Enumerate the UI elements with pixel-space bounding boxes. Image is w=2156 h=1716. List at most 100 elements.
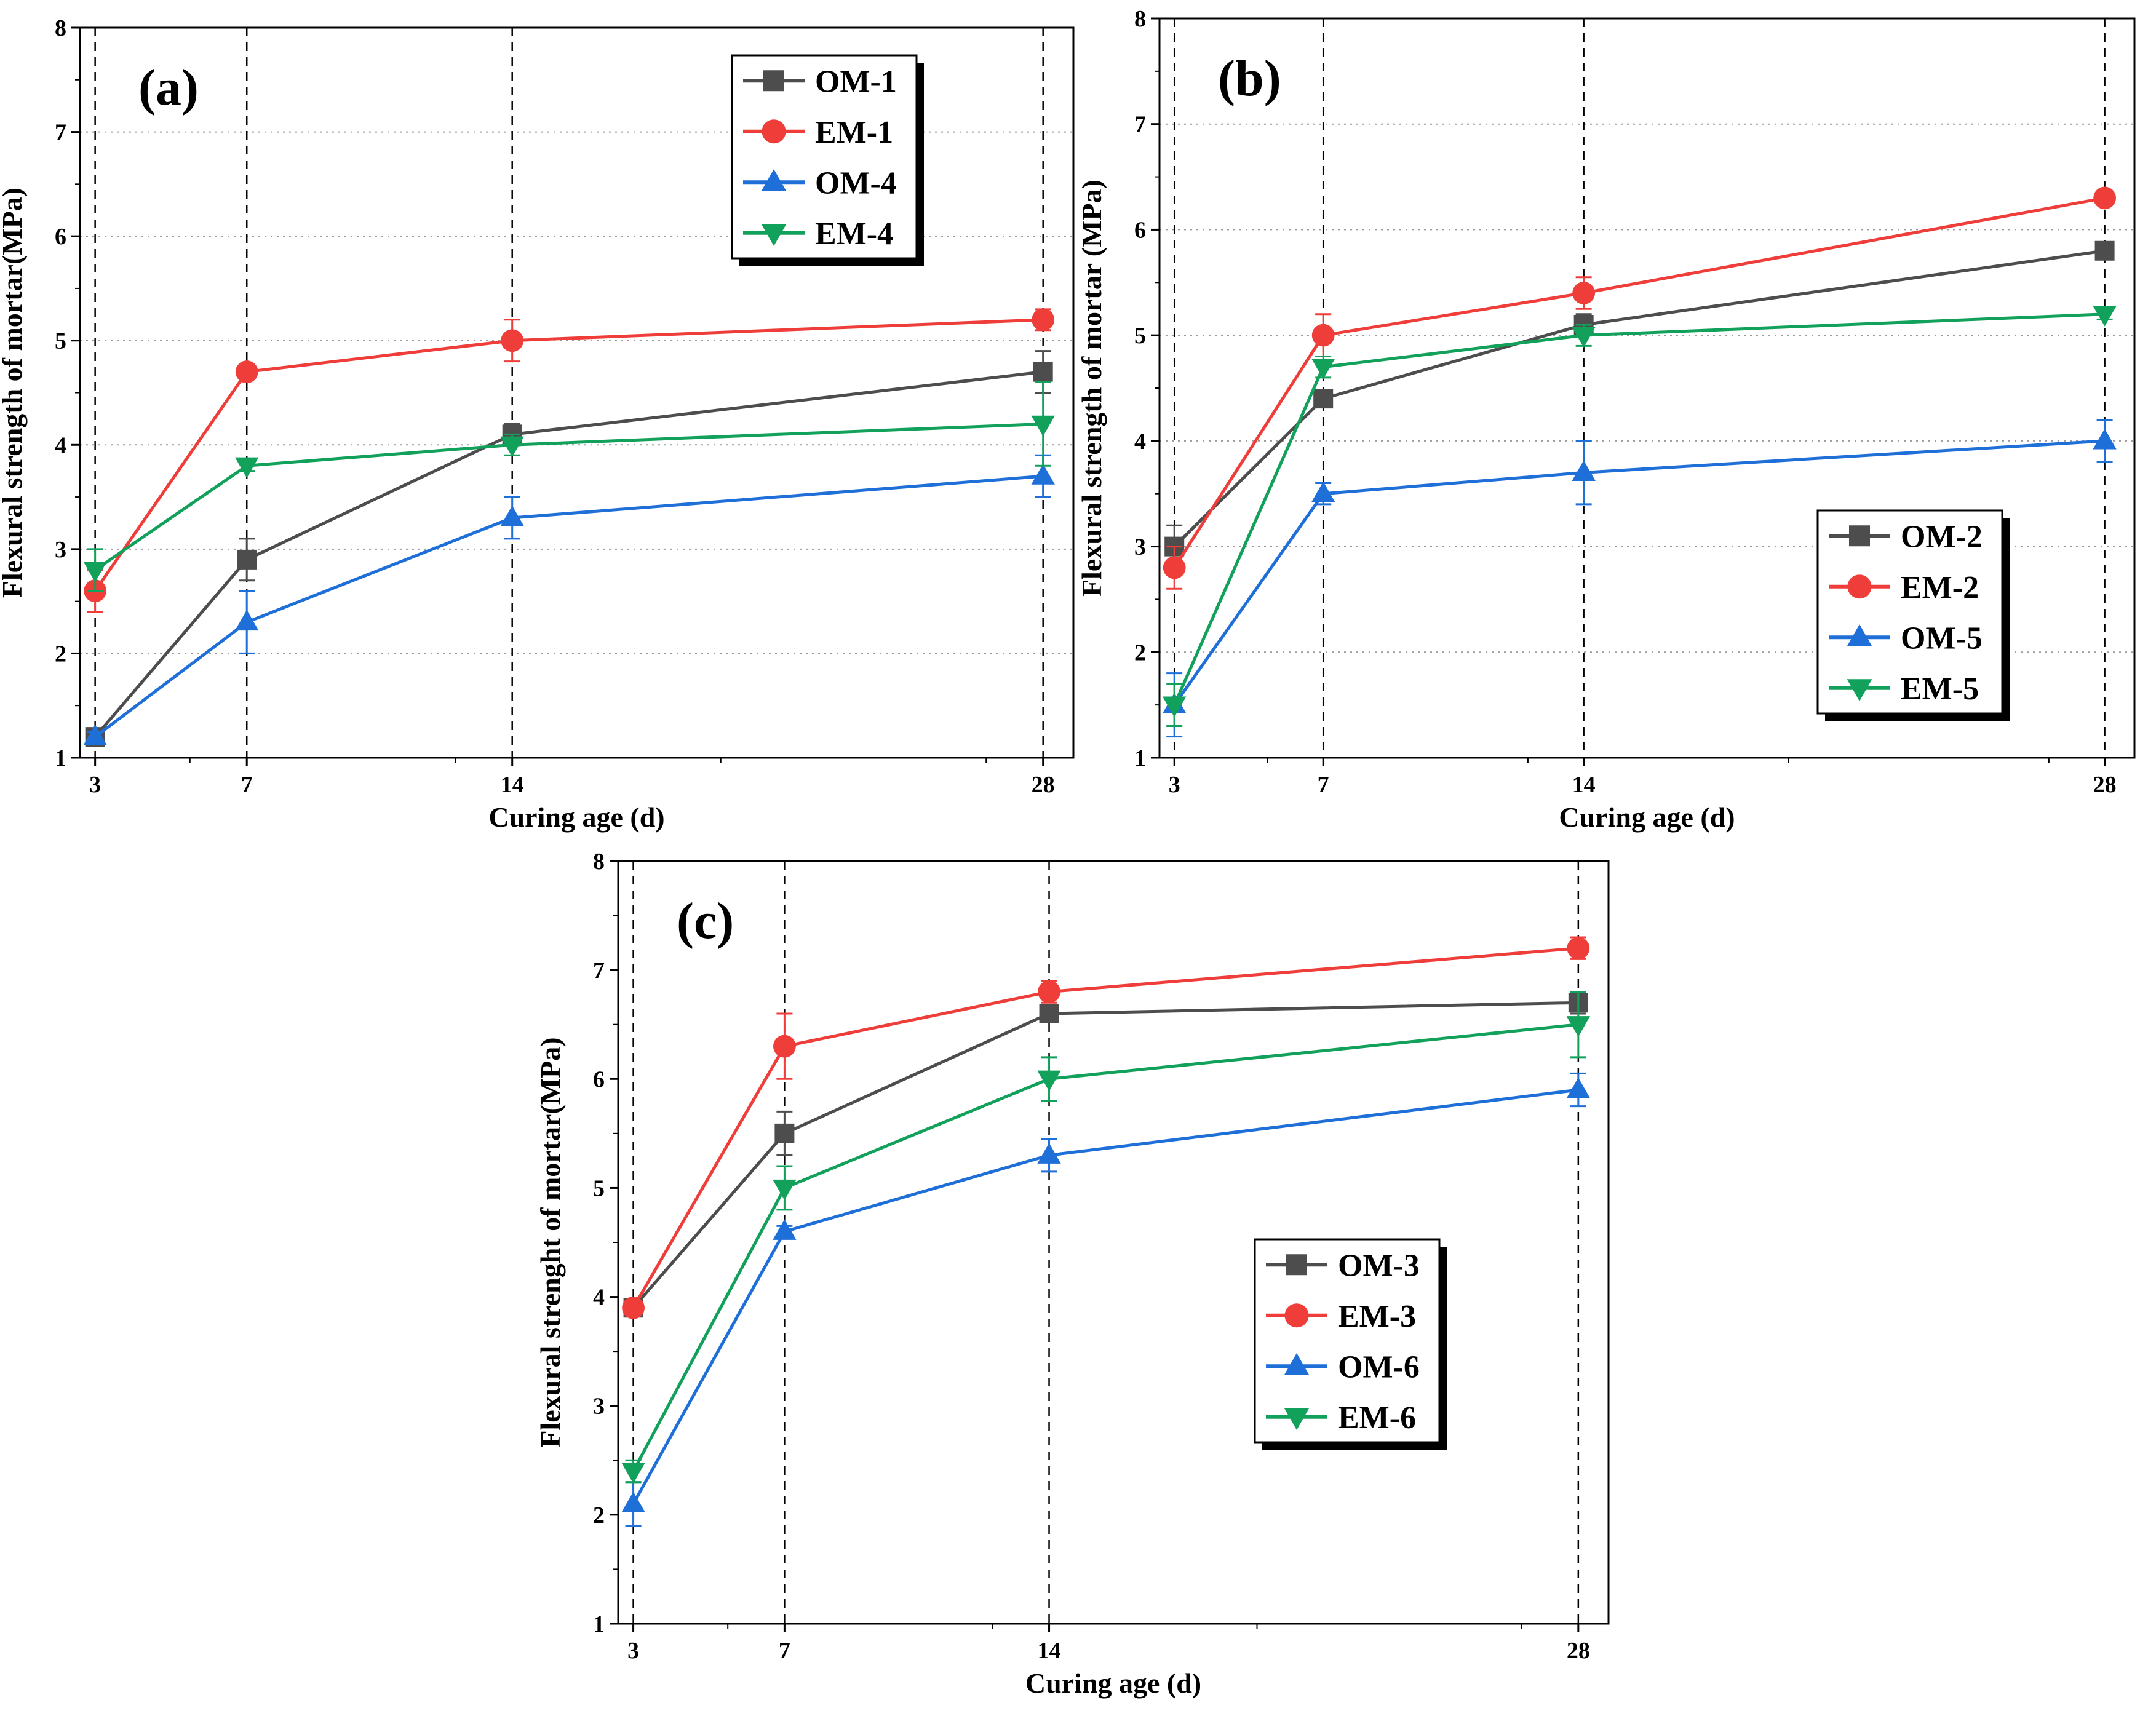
legend-label: EM-2: [1901, 570, 1979, 605]
data-point: [1037, 1070, 1061, 1092]
x-tick-label: 28: [1032, 772, 1055, 798]
data-point: [500, 505, 524, 526]
legend-label: OM-2: [1901, 519, 1983, 554]
y-tick-label: 4: [1134, 429, 1146, 455]
legend-label: EM-6: [1338, 1400, 1416, 1436]
y-tick-label: 3: [1134, 534, 1146, 560]
legend: OM-1 EM-1 OM-4 EM-4: [731, 54, 924, 266]
data-point: [2093, 306, 2117, 327]
x-tick-label: 14: [501, 772, 524, 798]
data-point: [1566, 1016, 1591, 1037]
data-point: [2094, 240, 2115, 261]
x-tick-label: 7: [779, 1638, 790, 1664]
legend-marker: [761, 169, 787, 191]
series-EM-3: [622, 936, 1590, 1319]
data-point: [773, 1179, 797, 1201]
data-point: [1032, 308, 1055, 332]
x-axis-title: Curing age (d): [1559, 801, 1735, 833]
x-tick-label: 3: [1169, 772, 1180, 798]
series-line: [632, 1001, 1578, 1309]
series-EM-5: [1162, 306, 2117, 727]
data-point: [773, 1035, 796, 1058]
data-point: [1572, 282, 1596, 304]
series-EM-4: [83, 381, 1055, 592]
y-tick-label: 7: [1134, 112, 1146, 138]
data-point: [774, 1123, 795, 1143]
data-point: [1311, 324, 1335, 347]
legend-label: OM-3: [1338, 1248, 1420, 1283]
legend: OM-3 EM-3 OM-6 EM-6: [1254, 1238, 1447, 1450]
series-line: [1173, 196, 2106, 569]
x-tick-label: 3: [89, 772, 101, 798]
data-point: [1313, 389, 1334, 409]
y-axis-title: Flexural strength of mortar(MPa): [0, 188, 28, 598]
legend-label: OM-6: [1338, 1349, 1420, 1384]
series-line: [94, 474, 1043, 739]
y-tick-label: 1: [1134, 745, 1146, 771]
series-line: [1172, 312, 2105, 706]
legend-marker: [761, 224, 787, 246]
legend-label: EM-1: [815, 115, 893, 150]
legend-marker: [1847, 679, 1872, 701]
data-point: [1163, 556, 1186, 579]
chart-panel-b: 1 2 3 4 5 6 7 8 3 7 14 28 Curing age (d) Flexural str…: [1076, 6, 2136, 833]
data-point: [773, 1219, 797, 1240]
data-point: [621, 1492, 645, 1512]
series-EM-1: [84, 308, 1055, 613]
y-tick-label: 3: [55, 537, 66, 563]
legend-marker: [1284, 1353, 1310, 1375]
legend-marker: [1847, 624, 1872, 646]
y-tick-label: 2: [55, 641, 66, 667]
series-line: [93, 370, 1043, 738]
x-tick-label: 14: [1572, 772, 1596, 798]
data-point: [1311, 481, 1335, 502]
legend-marker: [1847, 574, 1872, 599]
legend-label: OM-1: [815, 64, 897, 99]
data-point: [1038, 980, 1060, 1003]
panel-label: (a): [138, 59, 199, 116]
data-point: [2093, 428, 2117, 450]
x-tick-label: 7: [241, 772, 253, 798]
series-line: [1173, 439, 2105, 706]
legend-label: OM-5: [1901, 621, 1983, 656]
legend-label: EM-4: [815, 216, 893, 252]
series-line: [1173, 249, 2105, 548]
data-point: [1031, 415, 1055, 437]
series-line: [632, 1023, 1579, 1472]
x-tick-label: 28: [1567, 1638, 1590, 1664]
data-point: [235, 610, 259, 631]
chart-panel-c: 1 2 3 4 5 6 7 8 3 7 14 28 Curing age (d) Flexural str…: [535, 849, 1610, 1699]
y-tick-label: 6: [55, 224, 66, 250]
x-tick-label: 14: [1038, 1638, 1061, 1664]
data-point: [237, 549, 257, 570]
legend-marker: [1284, 1303, 1309, 1328]
y-tick-label: 6: [1134, 217, 1146, 243]
x-tick-label: 28: [2093, 772, 2117, 798]
data-point: [83, 562, 107, 582]
data-point: [235, 360, 258, 383]
legend-label: EM-5: [1901, 672, 1979, 707]
panel-label: (b): [1218, 50, 1281, 107]
y-tick-label: 5: [55, 328, 66, 354]
data-point: [1572, 327, 1596, 348]
y-tick-label: 5: [593, 1175, 605, 1201]
data-point: [500, 436, 524, 458]
y-tick-label: 4: [593, 1285, 605, 1311]
series-line: [93, 318, 1043, 592]
data-point: [1037, 1143, 1061, 1164]
data-point: [235, 457, 259, 479]
data-point: [1566, 1078, 1591, 1098]
series-OM-2: [1164, 240, 2115, 569]
series-OM-4: [83, 454, 1055, 745]
legend-marker: [1286, 1254, 1307, 1276]
y-tick-label: 7: [55, 120, 66, 146]
panel-label: (c): [677, 892, 734, 950]
legend-label: EM-3: [1338, 1299, 1416, 1334]
y-tick-label: 2: [593, 1503, 605, 1528]
data-point: [83, 725, 107, 745]
legend-marker: [763, 70, 784, 92]
data-point: [622, 1296, 645, 1319]
y-tick-label: 1: [55, 745, 66, 771]
